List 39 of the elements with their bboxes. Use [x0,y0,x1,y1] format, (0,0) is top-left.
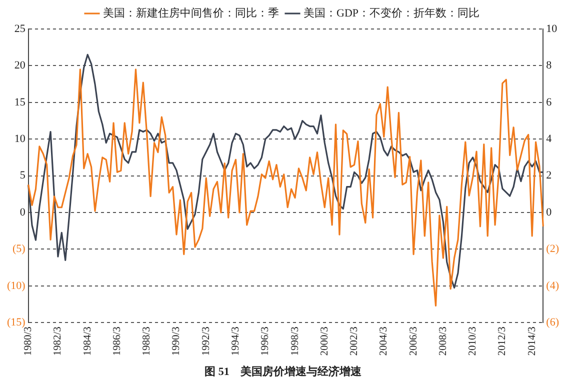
x-tick-label: 1992/3 [200,326,212,356]
x-tick-label: 2008/3 [438,326,449,356]
x-tick-label: 1990/3 [171,326,182,356]
y2-tick-label: 0 [546,206,552,218]
y-tick-label: 5 [20,170,26,182]
text: 图 51 美国房价增速与经济增速 [204,365,362,378]
y-tick-label: 25 [14,22,26,35]
y2-tick-label: 2 [546,170,552,182]
x-tick-label: 1986/3 [112,326,123,356]
y2-tick-label: (2) [546,243,560,256]
legend-label: 美国：新建住房中间售价：同比：季 [102,6,279,20]
y-tick-label: 10 [14,133,26,146]
x-tick-label: 1988/3 [142,326,153,356]
x-tick-label: 1996/3 [260,326,272,356]
y-tick-label: 15 [14,96,26,108]
x-tick-label: 2014/3 [526,326,538,356]
y-tick-label: 0 [20,206,26,218]
x-tick-label: 1998/3 [290,326,301,356]
x-tick-label: 1984/3 [82,326,94,356]
x-tick-label: 2010/3 [468,326,479,356]
y2-tick-label: (4) [546,280,560,292]
x-tick-label: 2004/3 [378,326,390,356]
y-tick-label: (5) [12,243,26,256]
legend-label: 美国：GDP：不变价：折年数：同比 [303,6,480,20]
x-tick-label: 2012/3 [497,326,508,356]
y-tick-label: (10) [7,280,26,292]
x-tick-label: 2002/3 [349,326,360,356]
y-tick-label: (15) [7,316,26,329]
y2-tick-label: 10 [546,22,558,35]
y2-tick-label: 8 [546,60,552,72]
x-tick-label: 1982/3 [52,326,64,356]
x-tick-label: 1980/3 [23,326,34,356]
x-tick-label: 2000/3 [319,326,330,356]
y2-tick-label: 4 [546,133,552,146]
y2-tick-label: (6) [546,316,560,329]
x-tick-label: 2006/3 [408,326,420,356]
y-tick-label: 20 [14,60,26,72]
y2-tick-label: 6 [546,96,552,108]
x-tick-label: 1994/3 [230,326,242,356]
